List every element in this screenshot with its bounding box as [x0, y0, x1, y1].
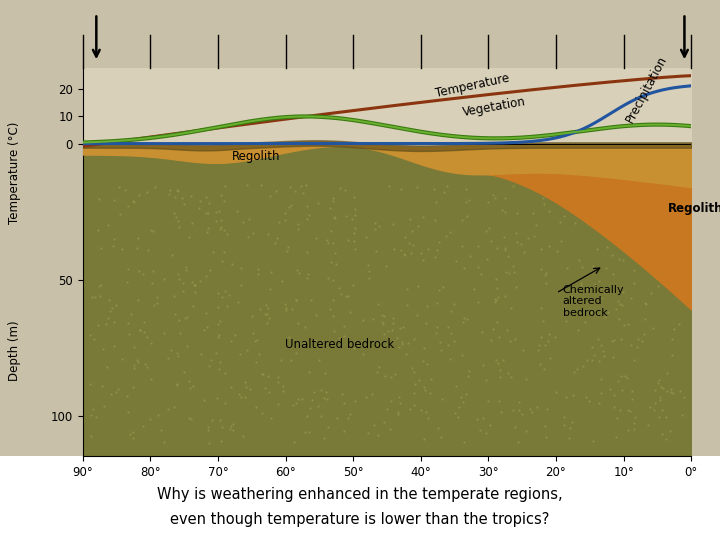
Text: Regolith: Regolith [667, 201, 720, 214]
Text: Unaltered bedrock: Unaltered bedrock [285, 338, 395, 350]
Text: Why is weathering enhanced in the temperate regions,: Why is weathering enhanced in the temper… [157, 487, 563, 502]
Text: Precipitation: Precipitation [624, 53, 670, 125]
Text: Temperature (°C): Temperature (°C) [8, 122, 21, 224]
Text: Regolith: Regolith [232, 150, 280, 163]
Text: even though temperature is lower than the tropics?: even though temperature is lower than th… [171, 512, 549, 527]
Text: Vegetation: Vegetation [462, 96, 526, 119]
Text: Chemically
altered
bedrock: Chemically altered bedrock [563, 285, 624, 318]
Text: Depth (m): Depth (m) [8, 321, 21, 381]
Text: Temperature: Temperature [434, 72, 510, 100]
